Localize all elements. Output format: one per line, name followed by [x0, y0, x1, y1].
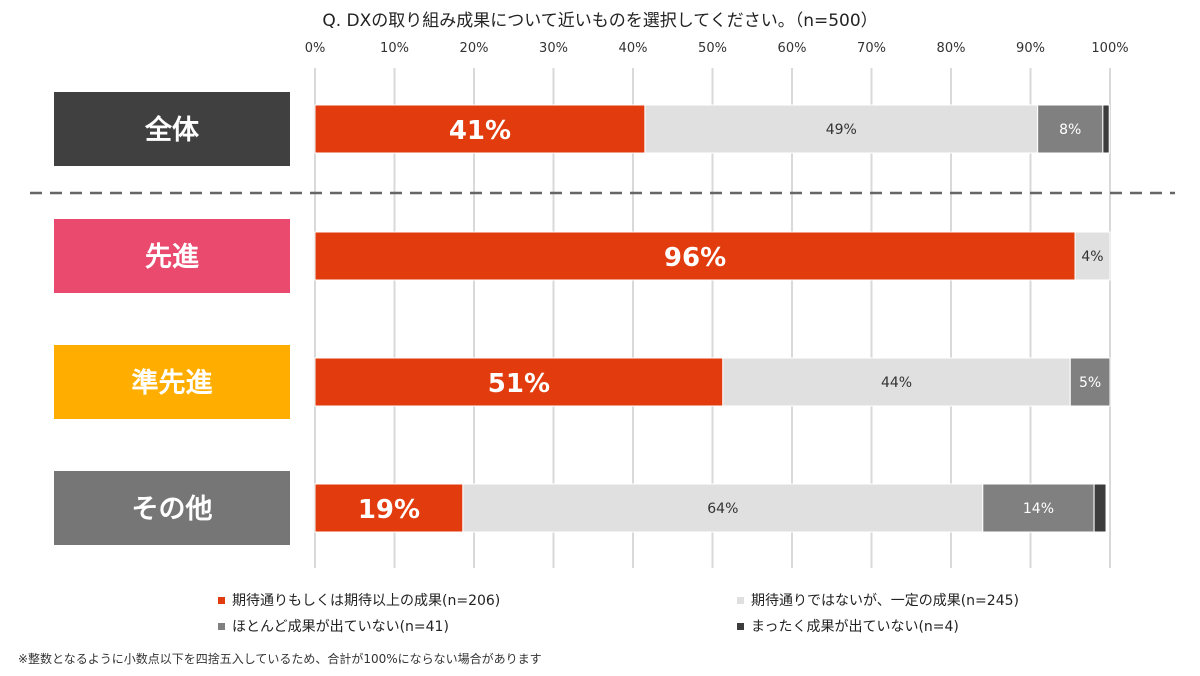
legend-label: 期待通りではないが、一定の成果(n=245) [751, 593, 1019, 609]
category-label: その他 [132, 494, 213, 525]
bar-segment [314, 357, 724, 407]
bar-segment [1102, 104, 1110, 154]
x-tick-label: 40% [619, 41, 648, 56]
legend-swatch-icon [737, 596, 744, 604]
bar-segment [644, 104, 1039, 154]
footnote: ※整数となるように小数点以下を四捨五入しているため、合計が100%にならない場合… [18, 652, 542, 666]
bar-segment [1074, 231, 1111, 281]
category-label: 全体 [144, 114, 200, 146]
category-label-box [54, 219, 290, 293]
legend-swatch-icon [218, 596, 225, 604]
legend-item-some-results: 期待通りではないが、一定の成果(n=245) [737, 590, 1019, 610]
data-label: 51% [488, 369, 550, 399]
bar-segment [982, 483, 1095, 533]
data-label: 49% [826, 122, 857, 138]
bar-segment [462, 483, 984, 533]
x-tick-label: 30% [539, 41, 568, 56]
legend-label: まったく成果が出ていない(n=4) [751, 619, 959, 635]
bar-segment [1037, 104, 1104, 154]
x-tick-label: 50% [698, 41, 727, 56]
bar-segment [314, 104, 646, 154]
category-label: 準先進 [132, 367, 213, 399]
category-label-box [54, 471, 290, 545]
x-tick-label: 0% [305, 41, 326, 56]
data-label: 19% [358, 495, 420, 525]
data-label: 96% [664, 243, 726, 273]
legend-item-no-results: まったく成果が出ていない(n=4) [737, 616, 959, 636]
bar-segment [722, 357, 1071, 407]
bar-segment [1069, 357, 1111, 407]
legend-label: 期待通りもしくは期待以上の成果(n=206) [232, 593, 501, 609]
x-tick-label: 10% [380, 41, 409, 56]
data-label: 4% [1081, 249, 1103, 265]
bar-segment [1093, 483, 1107, 533]
x-tick-label: 20% [460, 41, 489, 56]
x-tick-label: 80% [937, 41, 966, 56]
data-label: 14% [1023, 501, 1054, 517]
x-tick-label: 90% [1016, 41, 1045, 56]
data-label: 41% [449, 116, 511, 146]
bar-segment [314, 231, 1076, 281]
legend-item-expected-or-better: 期待通りもしくは期待以上の成果(n=206) [218, 590, 500, 610]
bar-segment [314, 483, 464, 533]
legend-swatch-icon [737, 622, 744, 630]
category-label: 先進 [145, 242, 199, 273]
x-tick-label: 60% [778, 41, 807, 56]
category-label-box [54, 92, 290, 166]
x-tick-label: 100% [1091, 41, 1128, 56]
data-label: 64% [707, 501, 738, 517]
legend-label: ほとんど成果が出ていない(n=41) [232, 619, 449, 635]
data-label: 5% [1079, 375, 1101, 391]
x-tick-label: 70% [857, 41, 886, 56]
data-label: 44% [881, 375, 912, 391]
category-label-box [54, 345, 290, 419]
legend-swatch-icon [218, 622, 225, 630]
legend-item-few-results: ほとんど成果が出ていない(n=41) [218, 616, 449, 636]
chart-title: Q. DXの取り組み成果について近いものを選択してください。（n=500） [322, 11, 878, 31]
data-label: 8% [1059, 122, 1081, 138]
